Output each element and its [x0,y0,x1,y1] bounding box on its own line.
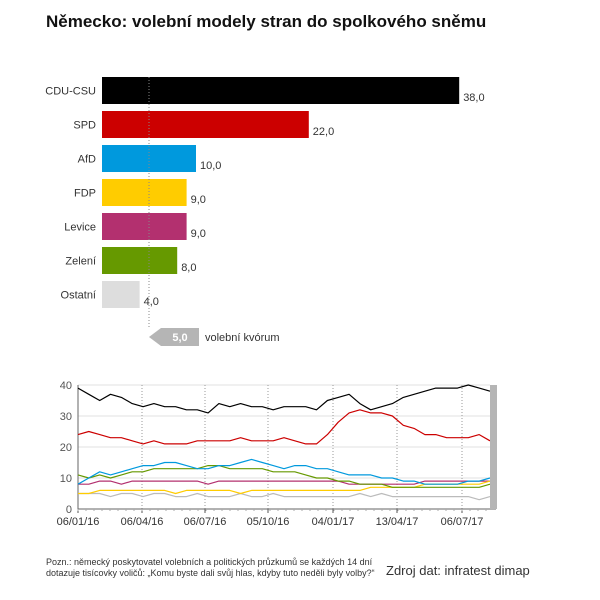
y-tick-label: 0 [66,504,72,516]
value-label: 22,0 [313,126,334,138]
series-line-afd [77,458,491,485]
value-label: 38,0 [463,92,484,104]
threshold-marker [149,328,199,346]
x-tick-label: 06/04/16 [121,516,164,528]
bar-1 [102,77,460,104]
value-label: 10,0 [200,160,221,172]
y-tick-label: 20 [60,442,72,454]
y-tick-label: 30 [60,411,72,423]
series-line-levice [78,480,490,485]
y-tick-label: 10 [60,473,72,485]
threshold-label: volební kvórum [205,332,280,344]
category-label: AfD [78,154,96,166]
category-label: Zelení [65,256,96,268]
source-credit: Zdroj dat: infratest dimap [386,563,530,578]
line-chart: 0 10 20 30 40 06/01/16 06/04/16 06/07/16 05/10/1… [57,380,497,528]
chart-title: Německo: volební modely stran do spolkov… [46,12,487,31]
x-tick-label: 13/04/17 [376,516,419,528]
value-label: 9,0 [191,194,206,206]
range-handle [490,385,497,509]
category-label: FDP [74,188,96,200]
footnote: Pozn.: německý poskytovatel volebních a … [46,557,375,578]
bar-4 [102,179,187,206]
series-line-spd [77,409,491,445]
category-label: CDU-CSU [45,86,96,98]
x-tick-label: 06/01/16 [57,516,100,528]
category-label: Levice [64,222,96,234]
series-line-zeleni [77,465,491,488]
category-label: Ostatní [61,290,96,302]
bar-6 [102,247,178,274]
x-tick-label: 06/07/17 [441,516,484,528]
bar-2 [102,111,309,138]
bar-5 [102,213,187,240]
bar-chart: CDU-CSU 38,0 SPD 22,0 AfD 10,0 FDP 9,0 Levice 9,0… [45,77,485,346]
x-tick-label: 04/01/17 [312,516,355,528]
bar-7 [102,281,140,308]
value-label: 4,0 [144,296,159,308]
value-label: 8,0 [181,262,196,274]
series-line-ostatni [78,492,491,501]
series-line-cdu [77,384,491,414]
category-label: SPD [73,120,96,132]
y-tick-label: 40 [60,380,72,392]
x-tick-label: 06/07/16 [184,516,227,528]
value-label: 9,0 [191,228,206,240]
x-tick-label: 05/10/16 [247,516,290,528]
threshold-value: 5,0 [172,332,187,344]
series-line-fdp [78,480,491,495]
